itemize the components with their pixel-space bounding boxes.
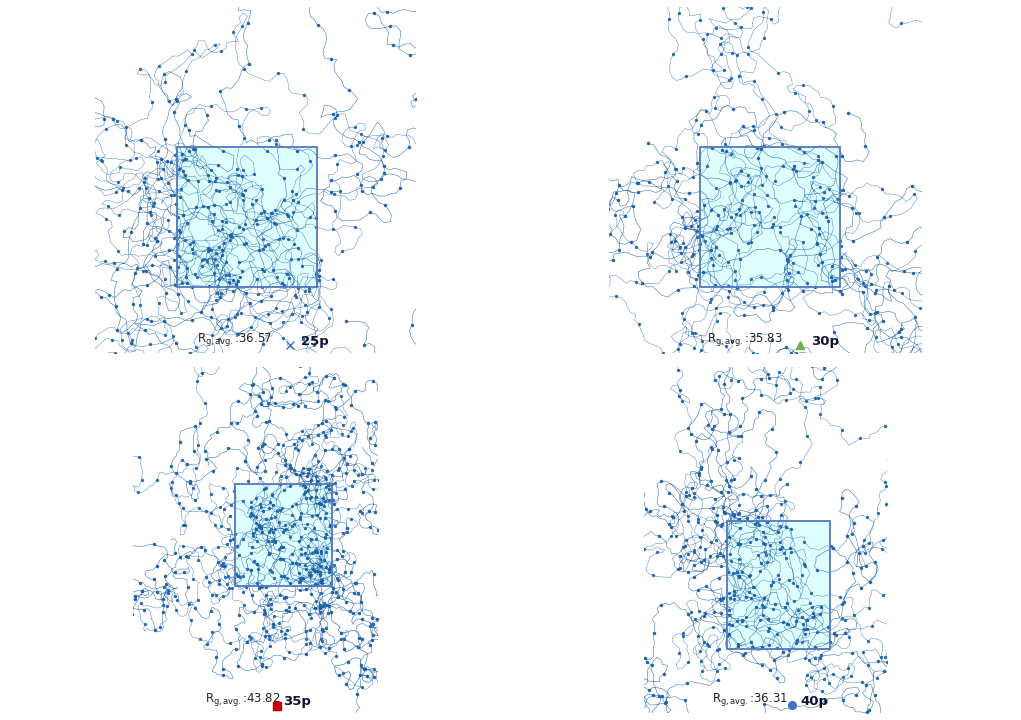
Text: 40p: 40p [800,695,829,708]
Bar [727,521,830,649]
Text: 30p: 30p [811,335,839,348]
Bar [699,147,839,287]
Bar [178,147,318,287]
Text: R$_{\mathregular{g,avg.}}$:36.31: R$_{\mathregular{g,avg.}}$:36.31 [712,690,787,708]
Text: R$_{\mathregular{g,avg.}}$:36.57: R$_{\mathregular{g,avg.}}$:36.57 [197,331,273,348]
Text: R$_{\mathregular{g,avg.}}$:35.83: R$_{\mathregular{g,avg.}}$:35.83 [708,331,783,348]
Bar [235,484,332,585]
Bar [699,147,839,287]
Bar [178,147,318,287]
Bar [235,484,332,585]
Text: 35p: 35p [284,695,311,708]
Bar [727,521,830,649]
Text: R$_{\mathregular{g,avg.}}$:43.82: R$_{\mathregular{g,avg.}}$:43.82 [205,690,281,708]
Text: 25p: 25p [301,335,329,348]
